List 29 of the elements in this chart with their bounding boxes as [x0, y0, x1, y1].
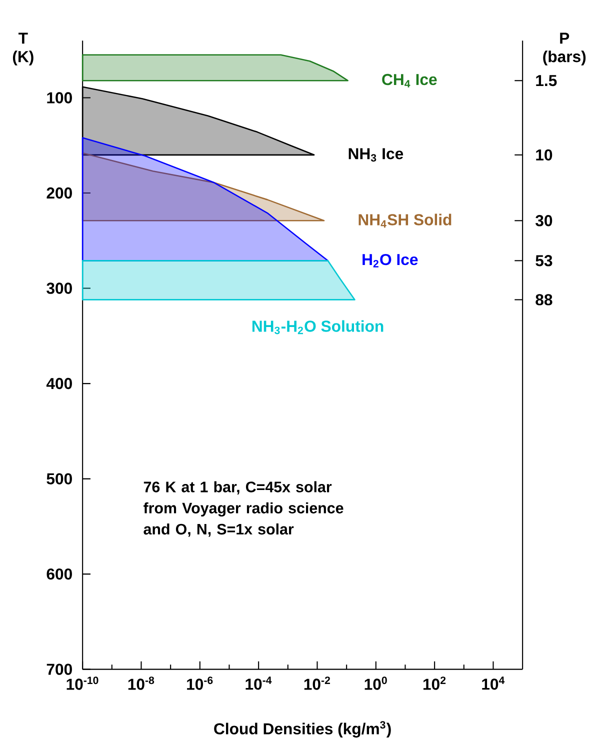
y-tick-label: 700	[46, 664, 72, 675]
x-tick-label: 10$^{4}$	[482, 676, 505, 690]
series-label: NH$_{3}$-H$_{2}$O Solution	[252, 320, 384, 334]
text: 53	[536, 255, 552, 266]
text: H$_{2}$O Ice	[362, 254, 418, 268]
text: 10	[536, 149, 552, 161]
x-axis-title: Cloud Densities (kg/m$^{3}$)	[214, 721, 391, 738]
text: 88	[536, 294, 552, 306]
x-tick-label: 10$^{-10}$	[66, 676, 98, 690]
text: 1.5	[536, 75, 557, 86]
text: NH$_{4}$SH Solid	[358, 214, 452, 228]
x-tick-label: 10$^{-8}$	[128, 676, 154, 690]
text: 30	[536, 215, 552, 226]
x-tick-label: 10$^{-4}$	[246, 676, 272, 690]
y-tick-label: 200	[46, 187, 72, 199]
x-tick-label: 10$^{-6}$	[187, 676, 213, 690]
y-axis-title: T (K)	[12, 32, 34, 66]
y-tick-label: 100	[47, 92, 72, 104]
y-tick-label: 600	[46, 568, 72, 580]
y-tick-label: 400	[46, 378, 72, 390]
x-tick-label: 10$^{-2}$	[304, 676, 330, 690]
annotation: 76 K at 1 bar, C=45x solar from Voyager radio science and O, N, S=1x solar	[144, 481, 344, 537]
y-tick-label: 500	[46, 473, 72, 484]
text: CH$_{4}$ Ice	[382, 74, 437, 88]
x-tick-label: 10$^{0}$	[364, 676, 387, 690]
text: NH$_{3}$ Ice	[348, 148, 404, 162]
x-tick-label: 10$^{2}$	[423, 676, 446, 690]
y2-axis-title: P (bars)	[543, 32, 586, 66]
y-tick-label: 300	[46, 282, 72, 294]
